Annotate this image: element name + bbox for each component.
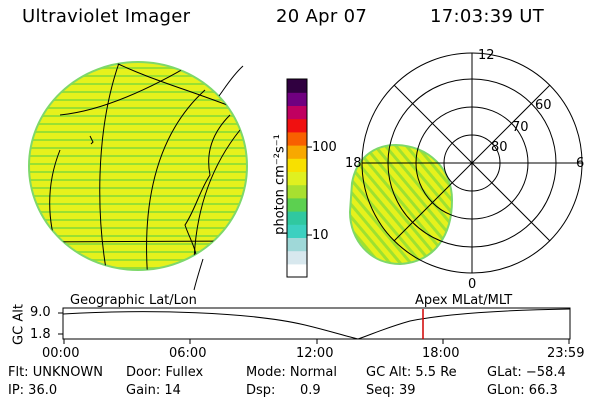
mlat-label-60: 60 xyxy=(535,98,552,113)
colorbar xyxy=(286,78,312,278)
instrument-title: Ultraviolet Imager xyxy=(22,6,191,27)
colorbar-segment xyxy=(287,79,307,93)
colorbar-segment xyxy=(287,145,307,159)
auroral-disk xyxy=(28,61,248,271)
time-tick-1800: 18:00 xyxy=(422,346,460,361)
glon-info: GLon: 66.3 xyxy=(487,383,558,398)
time-tick-1200: 12:00 xyxy=(296,346,334,361)
colorbar-segment xyxy=(287,250,307,265)
mlat-label-80: 80 xyxy=(491,140,508,155)
polar-plot xyxy=(348,52,583,274)
colorbar-segment xyxy=(287,92,307,106)
colorbar-tick-100: 100 xyxy=(312,140,337,155)
colorbar-segment xyxy=(287,211,307,225)
door-info: Door: Fullex xyxy=(126,365,204,380)
mlat-label-70: 70 xyxy=(512,120,529,135)
seq-info: Seq: 39 xyxy=(366,383,416,398)
colorbar-segment xyxy=(287,237,307,252)
alt-tick-high: 9.0 xyxy=(30,305,51,320)
gc-alt-axis-label: GC Alt xyxy=(11,304,27,345)
colorbar-unit-label: photon cm⁻²s⁻¹ xyxy=(272,134,288,235)
mlt-label-12: 12 xyxy=(478,48,495,63)
colorbar-segment xyxy=(287,158,307,172)
colorbar-segment xyxy=(287,105,307,120)
dsp-value: 0.9 xyxy=(300,383,321,398)
time-tick-0600: 06:00 xyxy=(169,346,207,361)
ip-info: IP: 36.0 xyxy=(8,383,58,398)
time-tick-2359: 23:59 xyxy=(547,346,585,361)
observation-time: 17:03:39 UT xyxy=(430,6,545,27)
mode-info: Mode: Normal xyxy=(246,365,337,380)
colorbar-segment xyxy=(287,224,307,238)
mlt-label-0: 0 xyxy=(468,277,477,292)
geographic-panel-label: Geographic Lat/Lon xyxy=(70,293,197,308)
time-tick-0000: 00:00 xyxy=(42,346,80,361)
mlt-label-18: 18 xyxy=(345,156,362,171)
polar-grid xyxy=(361,52,583,274)
altitude-curve xyxy=(62,308,571,340)
colorbar-segment xyxy=(287,197,307,212)
alt-tick-low: 1.8 xyxy=(30,327,51,342)
mlt-label-6: 6 xyxy=(576,156,585,171)
altitude-strip xyxy=(58,307,571,344)
polar-panel-label: Apex MLat/MLT xyxy=(415,293,513,308)
filter-info: Flt: UNKNOWN xyxy=(8,365,103,380)
auroral-oval xyxy=(348,143,454,266)
colorbar-segment xyxy=(287,263,307,278)
gc-alt-info: GC Alt: 5.5 Re xyxy=(366,365,457,380)
dsp-label: Dsp: xyxy=(246,383,276,398)
observation-date: 20 Apr 07 xyxy=(276,6,368,27)
glat-info: GLat: −58.4 xyxy=(487,365,566,380)
colorbar-segment xyxy=(287,131,307,146)
colorbar-tick-10: 10 xyxy=(312,228,329,243)
colorbar-segment xyxy=(287,118,307,133)
geographic-image xyxy=(28,61,248,291)
colorbar-segment xyxy=(287,171,307,186)
gain-info: Gain: 14 xyxy=(126,383,181,398)
colorbar-segment xyxy=(287,184,307,199)
